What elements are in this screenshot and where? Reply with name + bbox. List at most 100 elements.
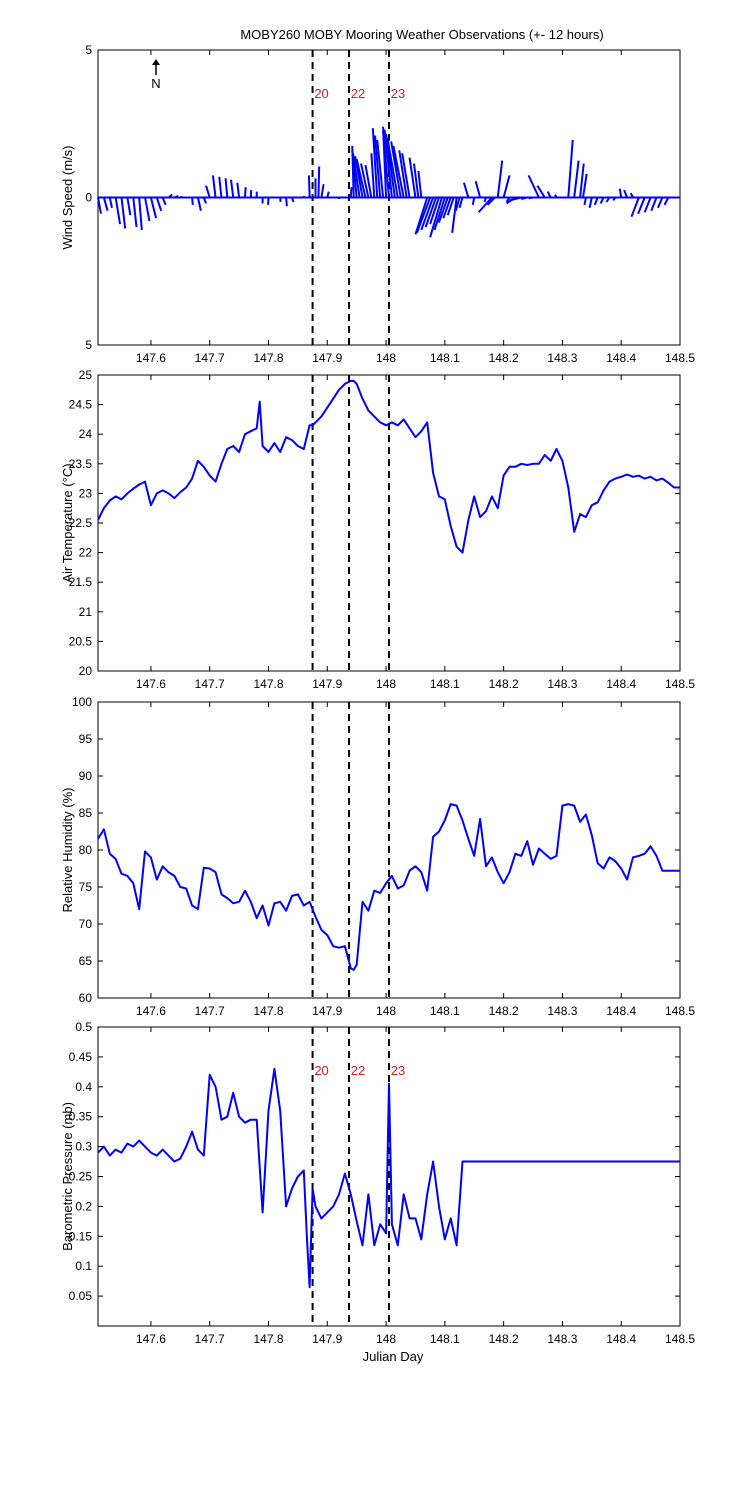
wind-vector [583,197,587,206]
wind-vector [502,175,511,198]
wind-vector [414,197,429,235]
x-axis-label: Julian Day [363,1349,424,1364]
y-tick-label: 21.5 [69,575,93,589]
wind-vector [643,197,652,213]
event-marker-label: 20 [314,86,328,101]
y-tick-label: 5 [85,43,92,57]
x-tick-label: 148.3 [547,677,577,691]
wind-vector [108,197,113,209]
wind-vector [474,181,482,198]
x-tick-label: 148.4 [606,677,636,691]
wind-vector [521,196,528,200]
x-tick-label: 147.8 [253,1004,283,1018]
x-tick-label: 148.2 [489,351,519,365]
wind-vector [144,197,151,222]
wind-vector [505,196,511,203]
wind-vector [132,197,138,228]
wind-vector [371,128,379,198]
y-tick-label: 0.15 [69,1229,93,1243]
wind-vector [224,178,229,198]
y-tick-label: 65 [79,954,93,968]
wind-vector [97,197,102,214]
wind-vector [567,139,574,198]
wind-vector [386,138,399,198]
wind-vector [454,197,461,212]
wind-vector [398,150,408,198]
x-tick-label: 147.9 [312,1332,342,1346]
wind-vector [486,196,496,206]
wind-vector [355,158,367,198]
wind-vector [370,153,376,198]
x-tick-label: 147.6 [136,351,166,365]
wind-vector [161,197,167,206]
wind-vector [326,191,330,198]
y-tick-label: 0.4 [75,1080,92,1094]
wind-vector [433,197,446,231]
x-tick-label: 147.7 [195,1004,225,1018]
y-tick-label: 5 [85,338,92,352]
y-tick-label: 85 [79,806,93,820]
x-tick-label: 148.5 [665,1004,695,1018]
wind-vector [663,197,670,206]
x-tick-label: 148.2 [489,1004,519,1018]
wind-vector [364,164,373,198]
event-marker-label: 22 [351,86,365,101]
y-tick-label: 0.25 [69,1170,93,1184]
wind-vector [149,197,158,219]
wind-vector [650,197,658,212]
wind-vector [196,197,202,211]
x-tick-label: 147.9 [312,677,342,691]
wind-vector [230,179,235,198]
wind-vector [317,166,321,198]
event-marker-label: 20 [314,1063,328,1078]
data-series-line [97,1067,680,1289]
wind-vector [442,197,452,219]
event-marker-label: 23 [391,1063,405,1078]
y-tick-label: 80 [79,843,93,857]
barometric-pressure-panel: 147.6 147.7 147.8 147.9 148 148.1 148.2 148.3 14… [60,1020,695,1346]
y-tick-label: 100 [72,695,92,709]
wind-vector [605,196,611,203]
wind-vector [376,139,385,198]
event-marker-label: 23 [391,86,405,101]
y-tick-label: 22.5 [69,516,93,530]
wind-vector [126,197,132,216]
wind-vector [546,191,552,198]
wind-vector [401,153,411,198]
wind-vector [593,197,599,206]
wind-vector [179,195,183,199]
wind-vector [612,196,617,202]
wind-vector [167,193,173,199]
wind-vector [243,187,247,198]
north-arrow-head [152,59,160,65]
y-tick-label: 0.1 [75,1259,92,1273]
x-tick-label: 148.3 [547,1332,577,1346]
y-tick-label: 25 [79,368,93,382]
wind-vector [102,197,109,212]
wind-vector [120,197,127,229]
x-tick-label: 147.8 [253,1332,283,1346]
wind-vector [451,197,458,234]
wind-vector [429,197,443,238]
wind-vector [554,194,558,198]
wind-vector [174,195,179,199]
figure-title: MOBY260 MOBY Mooring Weather Observation… [240,27,603,42]
wind-vector [412,163,420,198]
wind-vector [291,197,295,203]
wind-vector [385,133,396,198]
y-tick-label: 0.5 [75,1020,92,1034]
x-tick-label: 148.4 [606,1332,636,1346]
wind-vector [618,188,623,198]
wind-vector [573,160,580,198]
wind-vector [285,197,288,207]
wind-vector [483,197,487,203]
wind-vector [191,197,194,205]
air-temperature-panel: 147.6 147.7 147.8 147.9 148 148.1 148.2 148.3 14… [60,368,695,691]
wind-vector [236,182,241,198]
wind-vector [477,196,493,213]
y-axis-label: Barometric Pressure (mb) [60,1102,75,1251]
data-series-line [97,379,680,554]
wind-vector [420,197,435,231]
wind-vector [528,196,534,200]
wind-vector [424,197,437,228]
